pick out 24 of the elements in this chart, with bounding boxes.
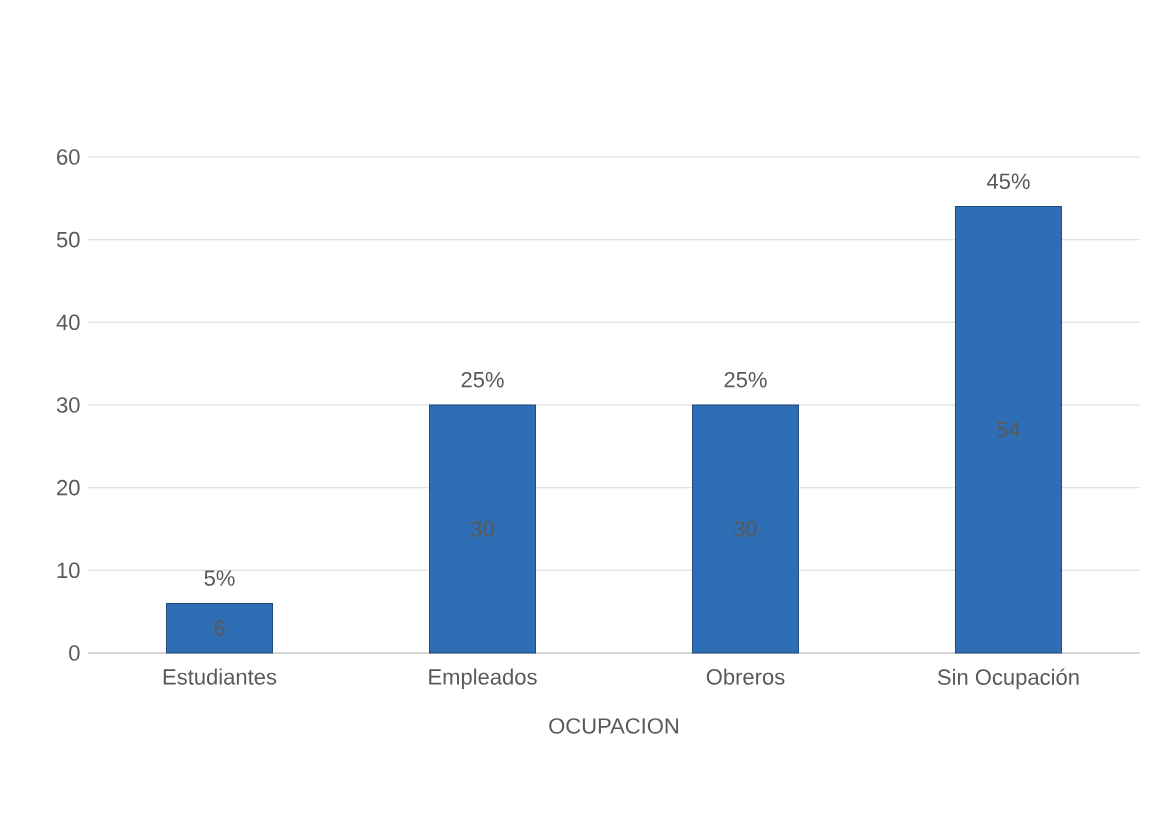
x-tick-label: Obreros: [706, 668, 785, 685]
data-label: 30: [734, 521, 757, 537]
data-label: 54: [997, 422, 1021, 438]
y-tick-label: 20: [57, 479, 80, 496]
y-tick-label: 60: [57, 149, 80, 165]
bar: [691, 404, 799, 654]
annotation: 45%: [986, 173, 1030, 190]
x-tick-label: Sin Ocupación: [937, 668, 1079, 690]
x-tick-label: Estudiantes: [163, 668, 277, 685]
y-tick-label: 30: [56, 397, 80, 413]
data-label: 30: [471, 521, 494, 537]
x-tick-label: Empleados: [429, 668, 537, 690]
y-tick-label: 40: [56, 314, 80, 331]
bar: [165, 602, 273, 654]
annotation: 25%: [724, 371, 767, 388]
data-label: 6: [214, 620, 225, 636]
bar: [954, 206, 1062, 654]
annotation: 5%: [204, 570, 235, 586]
y-tick-label: 10: [57, 562, 80, 579]
x-axis-title: OCUPACION: [549, 718, 678, 734]
bar: [428, 404, 536, 654]
annotation: 25%: [461, 371, 504, 388]
y-tick-label: 50: [56, 231, 80, 248]
y-tick-label: 0: [69, 645, 80, 661]
